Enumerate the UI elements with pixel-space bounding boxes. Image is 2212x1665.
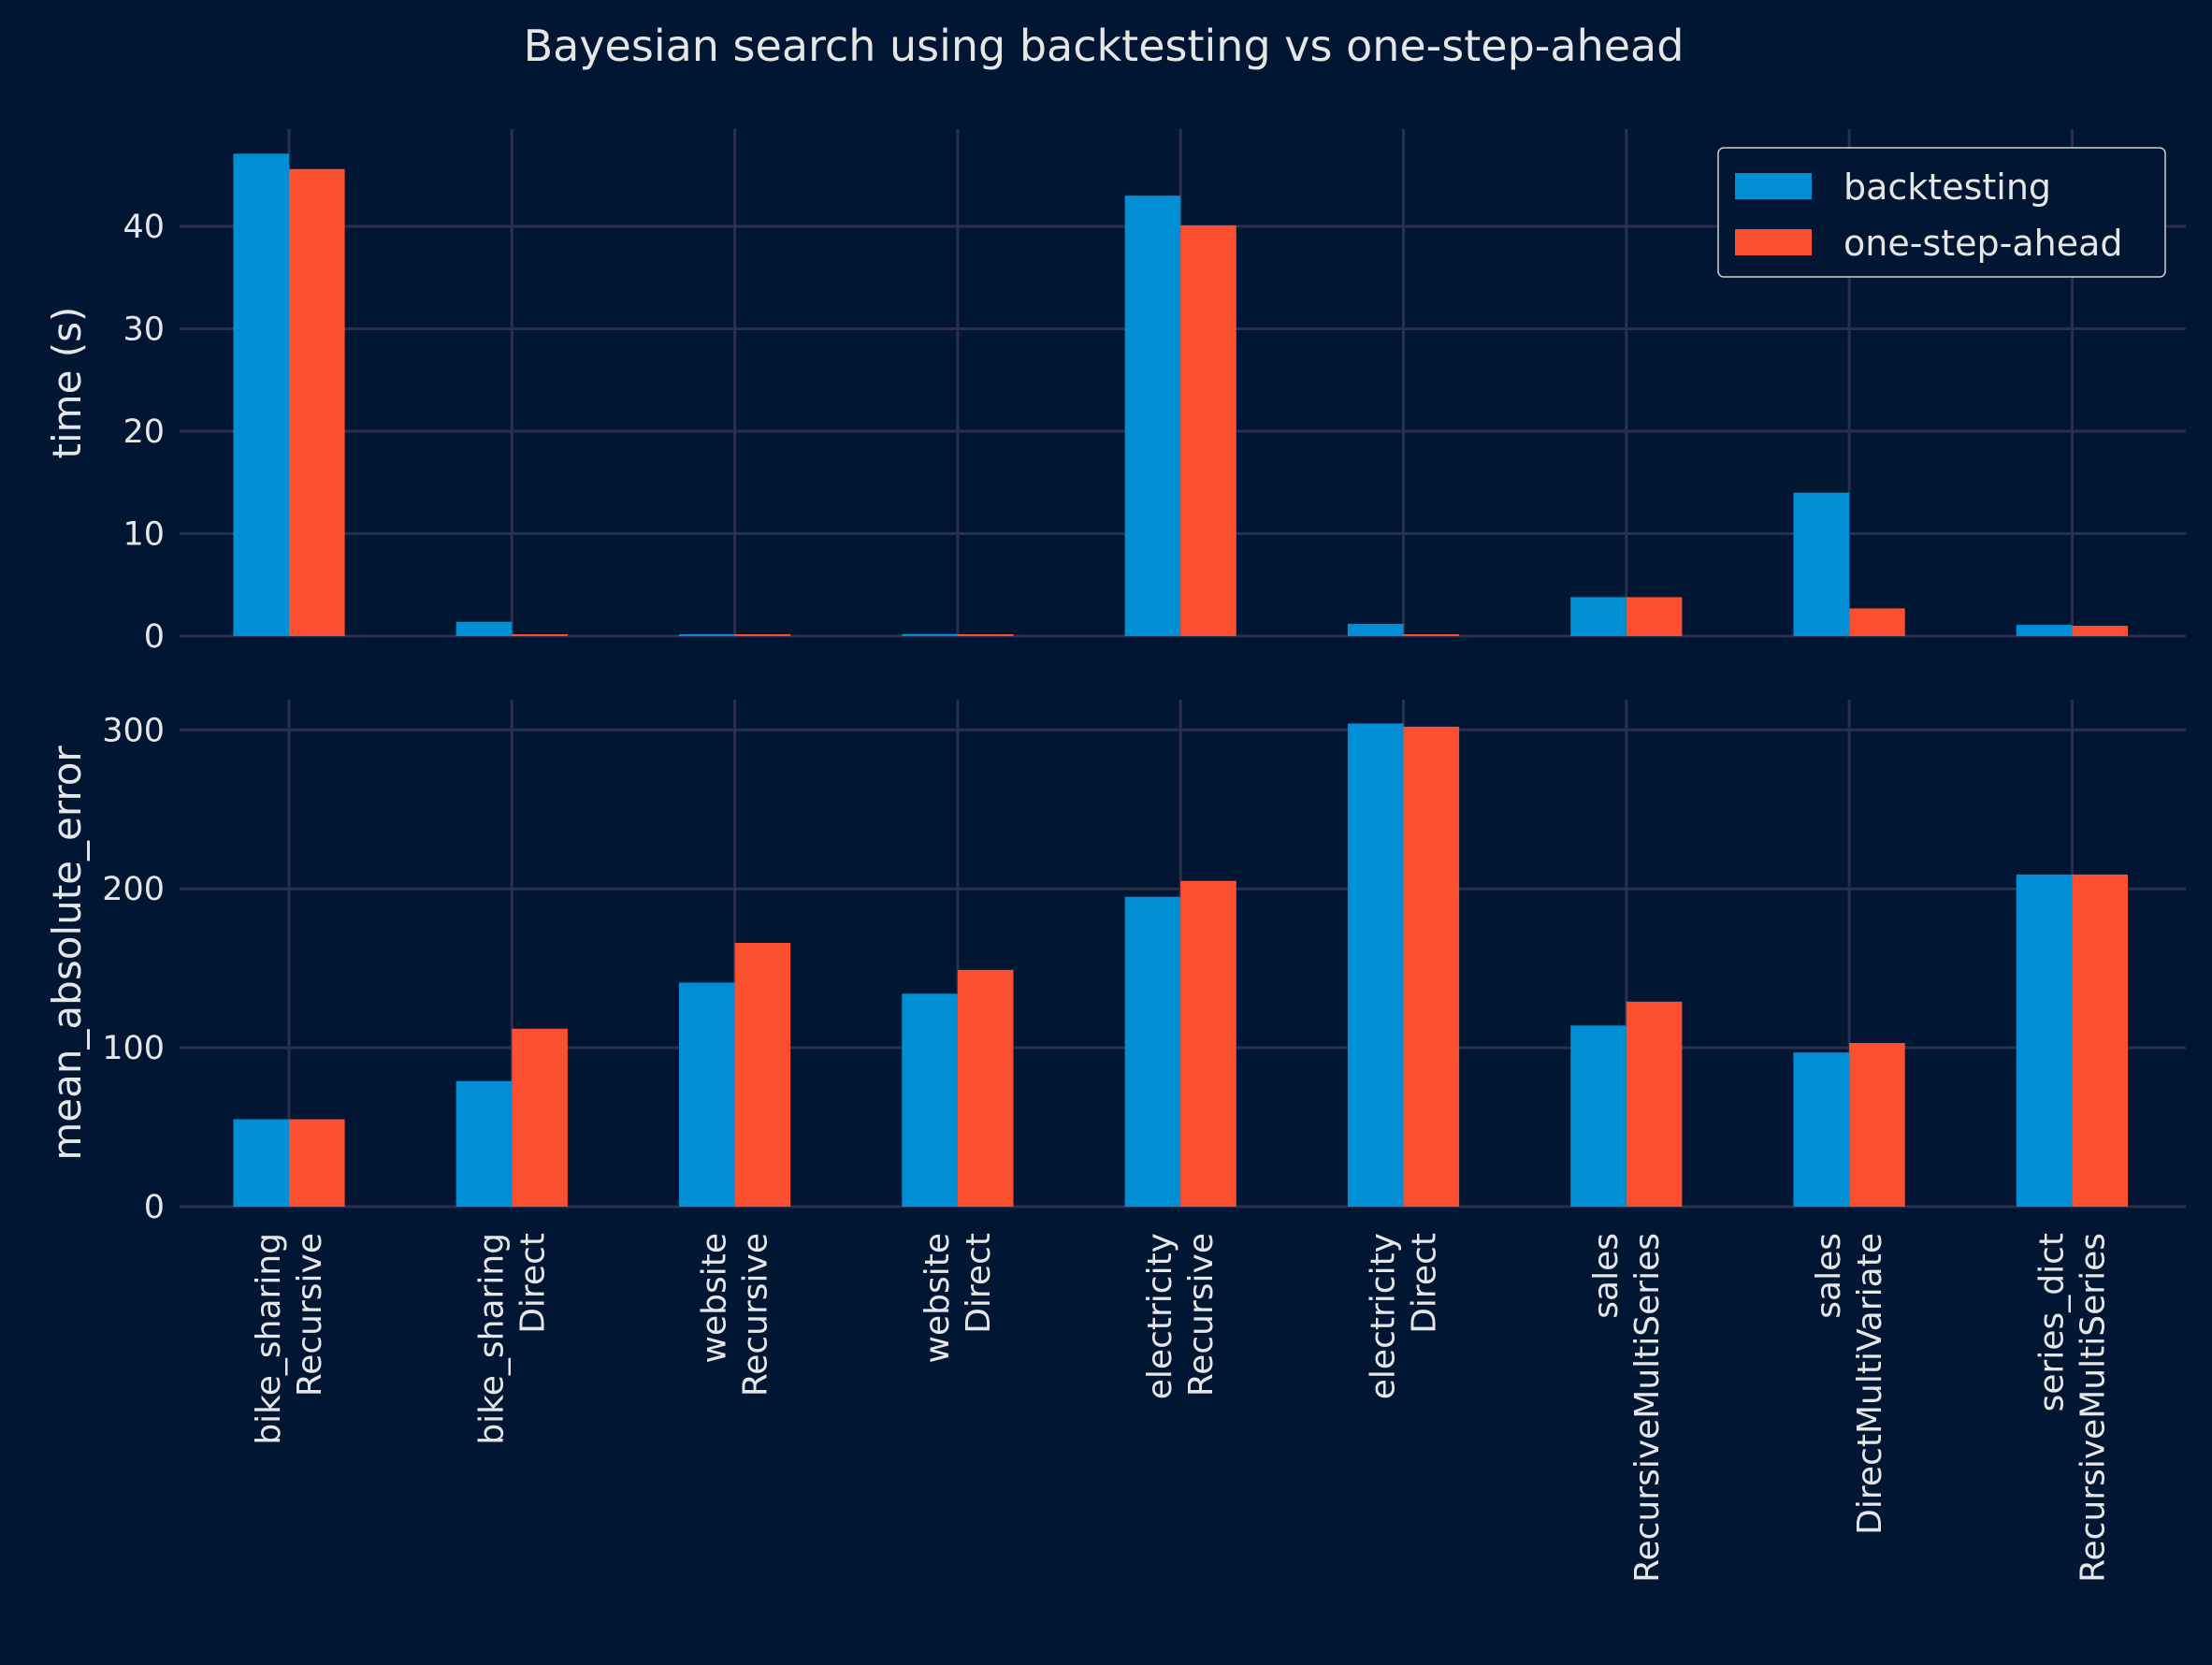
- mae-bar-backtesting: [1347, 723, 1404, 1207]
- time-bar-one-step-ahead: [1403, 634, 1460, 636]
- time-bar-backtesting: [2016, 624, 2073, 636]
- x-tick-label-line: electricity: [1141, 1233, 1179, 1399]
- x-tick-label: electricityRecursive: [1141, 1233, 1221, 1399]
- time-y-tick-label: 20: [123, 413, 165, 451]
- time-bar-backtesting: [455, 621, 513, 636]
- time-bar-one-step-ahead: [1849, 608, 1905, 636]
- mae-bar-backtesting: [679, 982, 735, 1207]
- x-tick-label-text: electricityRecursive: [1141, 1233, 1221, 1399]
- mae-bar-one-step-ahead: [1849, 1042, 1905, 1207]
- x-tick-label: websiteDirect: [918, 1233, 998, 1363]
- chart-title: Bayesian search using backtesting vs one…: [524, 21, 1684, 71]
- x-tick-label-line: Direct: [513, 1233, 552, 1334]
- mae-y-tick-label: 300: [102, 712, 165, 749]
- x-tick-label-text: bike_sharingDirect: [472, 1233, 552, 1445]
- x-tick-label-text: electricityDirect: [1365, 1233, 1444, 1399]
- mae-bar-backtesting: [902, 993, 958, 1207]
- x-tick-label-line: series_dict: [2032, 1233, 2071, 1412]
- mae-y-axis-label: mean_absolute_error: [44, 746, 90, 1161]
- time-bar-one-step-ahead: [957, 634, 1014, 636]
- mae-y-ticks: 0 100 200 300: [102, 712, 165, 1226]
- time-y-ticks: 0 10 20 30 40: [123, 209, 165, 656]
- time-bar-backtesting: [1793, 492, 1850, 636]
- mae-bar-one-step-ahead: [957, 969, 1014, 1207]
- x-tick-label-line: Recursive: [1182, 1233, 1221, 1397]
- legend: backtesting one-step-ahead: [1717, 147, 2166, 278]
- x-tick-label-line: Recursive: [291, 1233, 329, 1397]
- time-bar-one-step-ahead: [1180, 224, 1236, 637]
- mae-bar-one-step-ahead: [512, 1028, 568, 1207]
- legend-swatch-one-step-ahead: [1735, 229, 1812, 255]
- mae-y-tick-label: 0: [144, 1189, 165, 1226]
- x-tick-label-line: bike_sharing: [472, 1233, 511, 1445]
- mae-bar-one-step-ahead: [1403, 726, 1460, 1207]
- x-tick-label-line: bike_sharing: [250, 1233, 288, 1445]
- time-y-tick-label: 40: [123, 209, 165, 246]
- x-tick-label-text: websiteDirect: [918, 1233, 998, 1363]
- legend-label-backtesting: backtesting: [1843, 166, 2051, 208]
- mae-bar-one-step-ahead: [1626, 1001, 1683, 1207]
- x-tick-label-text: websiteRecursive: [696, 1233, 775, 1397]
- x-tick-label: salesRecursiveMultiSeries: [1587, 1233, 1667, 1583]
- time-y-tick-label: 30: [123, 311, 165, 349]
- mae-bar-backtesting: [1793, 1052, 1850, 1207]
- x-tick-label: salesDirectMultiVariate: [1810, 1233, 1889, 1535]
- x-tick-label-line: RecursiveMultiSeries: [2074, 1233, 2112, 1583]
- time-y-tick-label: 10: [123, 516, 165, 554]
- x-tick-labels: bike_sharingRecursive bike_sharingDirect w…: [250, 1233, 2112, 1583]
- time-bar-backtesting: [1347, 623, 1404, 636]
- mae-bar-one-step-ahead: [1180, 880, 1236, 1207]
- time-bar-backtesting: [1570, 597, 1626, 636]
- time-bar-backtesting: [233, 153, 289, 636]
- time-y-tick-label: 0: [144, 618, 165, 656]
- mae-bar-backtesting: [1570, 1025, 1626, 1207]
- x-tick-label-text: bike_sharingRecursive: [250, 1233, 329, 1445]
- x-tick-label-line: electricity: [1365, 1233, 1403, 1399]
- mae-y-tick-label: 200: [102, 871, 165, 908]
- time-y-axis-label: time (s): [44, 307, 90, 459]
- x-tick-label: bike_sharingDirect: [472, 1233, 552, 1445]
- x-tick-label: electricityDirect: [1365, 1233, 1444, 1399]
- x-tick-label-line: Direct: [1406, 1233, 1444, 1334]
- x-tick-label-line: Recursive: [737, 1233, 775, 1397]
- x-tick-label-line: sales: [1810, 1233, 1848, 1319]
- x-tick-label-line: website: [918, 1233, 957, 1363]
- time-bar-one-step-ahead: [734, 634, 791, 636]
- x-tick-label-text: salesDirectMultiVariate: [1810, 1233, 1889, 1535]
- time-panel: 0 10 20 30 40 time (s) backtesting one-step-a…: [44, 129, 2186, 656]
- time-bar-backtesting: [679, 634, 735, 636]
- x-tick-label: bike_sharingRecursive: [250, 1233, 329, 1445]
- x-tick-label-text: salesRecursiveMultiSeries: [1587, 1233, 1667, 1583]
- mae-panel: 0 100 200 300 mean_absolute_error bike_shar…: [44, 700, 2186, 1583]
- time-bar-one-step-ahead: [2072, 626, 2128, 636]
- legend-box: [1717, 147, 2166, 278]
- x-tick-label-text: series_dictRecursiveMultiSeries: [2032, 1233, 2112, 1583]
- time-bars: [233, 153, 2128, 637]
- mae-bar-one-step-ahead: [734, 942, 791, 1207]
- mae-bars: [233, 723, 2128, 1207]
- time-bar-backtesting: [1124, 195, 1181, 636]
- x-tick-label: series_dictRecursiveMultiSeries: [2032, 1233, 2112, 1583]
- time-bar-one-step-ahead: [289, 168, 345, 636]
- mae-bar-backtesting: [1124, 896, 1181, 1207]
- mae-bar-one-step-ahead: [289, 1119, 345, 1207]
- mae-y-tick-label: 100: [102, 1030, 165, 1067]
- mae-bar-backtesting: [455, 1080, 513, 1207]
- time-bar-backtesting: [902, 633, 958, 636]
- x-tick-label: websiteRecursive: [696, 1233, 775, 1397]
- x-tick-label-line: Direct: [960, 1233, 998, 1334]
- time-bar-one-step-ahead: [512, 634, 568, 636]
- mae-bar-backtesting: [2016, 874, 2073, 1207]
- legend-label-one-step-ahead: one-step-ahead: [1843, 223, 2123, 264]
- mae-bar-one-step-ahead: [2072, 874, 2128, 1207]
- x-tick-label-line: RecursiveMultiSeries: [1628, 1233, 1667, 1583]
- x-tick-label-line: website: [696, 1233, 734, 1363]
- time-bar-one-step-ahead: [1626, 597, 1683, 636]
- legend-swatch-backtesting: [1735, 173, 1812, 199]
- x-tick-label-line: sales: [1587, 1233, 1626, 1319]
- x-tick-label-line: DirectMultiVariate: [1851, 1233, 1889, 1535]
- mae-bar-backtesting: [233, 1119, 289, 1207]
